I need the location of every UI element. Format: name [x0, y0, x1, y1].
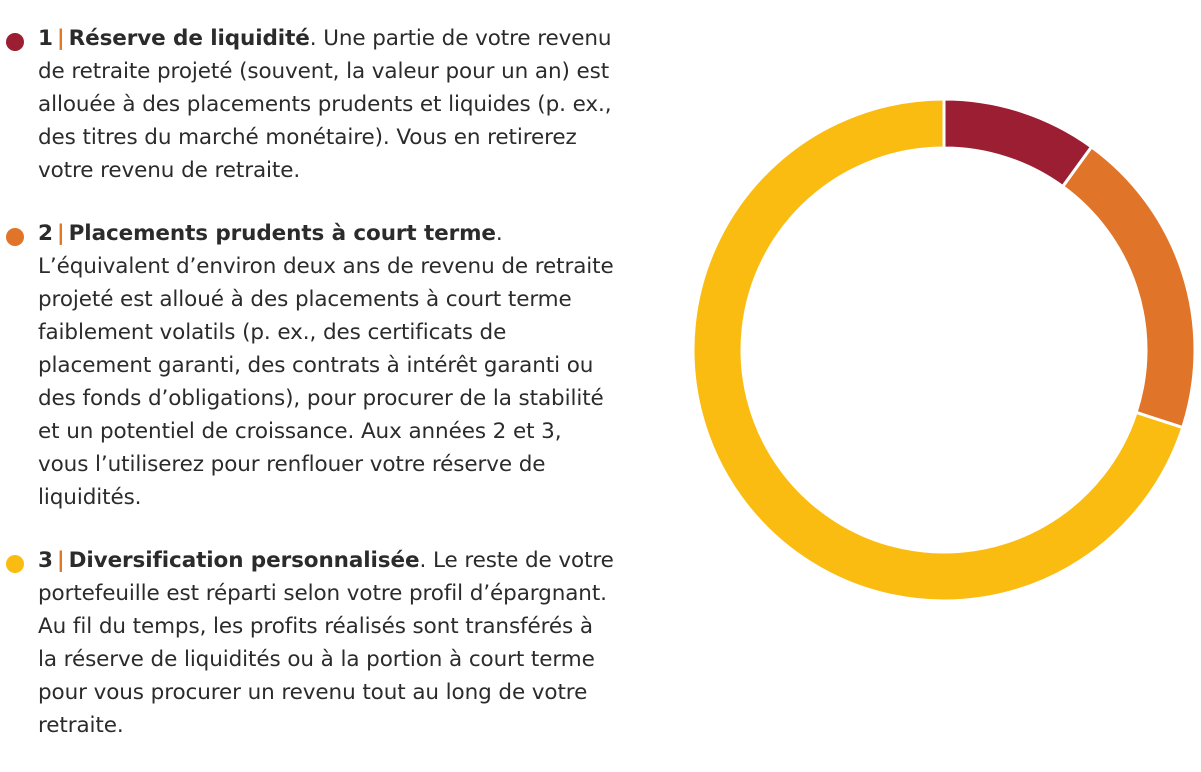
legend-number-3: 3 — [38, 548, 53, 573]
legend-text-1: . Une partie de votre revenu de retraite… — [38, 26, 612, 183]
legend-item-3: 3 | Diversification personnalisée. Le rest… — [6, 544, 616, 742]
legend-item-1: 1 | Réserve de liquidité. Une partie de vo… — [6, 22, 616, 187]
legend-dot-1 — [6, 33, 24, 51]
donut-slice-3 — [691, 97, 1185, 603]
donut-slice-1 — [942, 97, 1094, 189]
legend-separator-1: | — [56, 26, 65, 51]
legend-item-2: 2 | Placements prudents à court terme. L’é… — [6, 217, 616, 514]
legend-dot-2 — [6, 228, 24, 246]
legend-number-1: 1 — [38, 26, 53, 51]
legend-text-3: . Le reste de votre portefeuille est rép… — [38, 548, 614, 738]
legend: 1 | Réserve de liquidité. Une partie de vo… — [6, 22, 616, 772]
legend-number-2: 2 — [38, 221, 53, 246]
donut-chart — [691, 97, 1197, 603]
legend-text-2: . L’équivalent d’environ deux ans de rev… — [38, 221, 614, 510]
legend-separator-3: | — [56, 548, 65, 573]
legend-title-3: Diversification personnalisée — [68, 548, 420, 573]
donut-slice-2 — [1060, 144, 1197, 430]
legend-title-1: Réserve de liquidité — [68, 26, 310, 51]
legend-separator-2: | — [56, 221, 65, 246]
legend-dot-3 — [6, 555, 24, 573]
legend-title-2: Placements prudents à court terme — [68, 221, 496, 246]
donut-slices — [691, 97, 1197, 603]
